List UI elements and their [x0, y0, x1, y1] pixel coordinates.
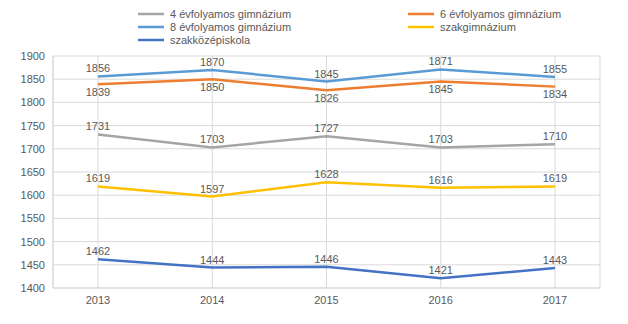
svg-text:1826: 1826: [314, 92, 338, 104]
svg-text:1628: 1628: [314, 168, 338, 180]
svg-text:1703: 1703: [200, 133, 224, 145]
svg-text:1462: 1462: [86, 245, 110, 257]
html-text:szakközépiskola: szakközépiskola: [170, 34, 251, 46]
svg-text:2013: 2013: [86, 294, 110, 306]
svg-text:1871: 1871: [429, 55, 453, 67]
svg-text:1650: 1650: [21, 166, 45, 178]
svg-text:1900: 1900: [21, 50, 45, 62]
svg-text:1850: 1850: [21, 73, 45, 85]
svg-text:1727: 1727: [314, 122, 338, 134]
html-text:4 évfolyamos gimnázium: 4 évfolyamos gimnázium: [170, 8, 292, 20]
svg-text:1550: 1550: [21, 212, 45, 224]
html-text:8 évfolyamos gimnázium: 8 évfolyamos gimnázium: [170, 21, 292, 33]
svg-text:1731: 1731: [86, 120, 110, 132]
svg-text:1750: 1750: [21, 120, 45, 132]
svg-text:1400: 1400: [21, 282, 45, 294]
svg-text:1446: 1446: [314, 253, 338, 265]
svg-text:1450: 1450: [21, 259, 45, 271]
html-text:6 évfolyamos gimnázium: 6 évfolyamos gimnázium: [440, 8, 562, 20]
svg-text:2016: 2016: [429, 294, 453, 306]
svg-text:1800: 1800: [21, 96, 45, 108]
svg-text:1444: 1444: [200, 254, 224, 266]
svg-text:2017: 2017: [543, 294, 567, 306]
svg-text:1834: 1834: [543, 88, 567, 100]
svg-text:1870: 1870: [200, 56, 224, 68]
svg-text:1856: 1856: [86, 62, 110, 74]
svg-text:1700: 1700: [21, 143, 45, 155]
svg-text:1839: 1839: [86, 86, 110, 98]
svg-text:1619: 1619: [86, 172, 110, 184]
svg-text:2014: 2014: [200, 294, 224, 306]
svg-text:1703: 1703: [429, 133, 453, 145]
svg-text:1845: 1845: [429, 83, 453, 95]
svg-text:1710: 1710: [543, 130, 567, 142]
svg-text:1500: 1500: [21, 236, 45, 248]
svg-text:1600: 1600: [21, 189, 45, 201]
svg-text:1619: 1619: [543, 172, 567, 184]
svg-text:1597: 1597: [200, 183, 224, 195]
svg-text:2015: 2015: [314, 294, 338, 306]
svg-text:1443: 1443: [543, 254, 567, 266]
svg-text:1421: 1421: [429, 264, 453, 276]
svg-text:1845: 1845: [314, 68, 338, 80]
html-text:szakgimnázium: szakgimnázium: [440, 21, 516, 33]
svg-text:1850: 1850: [200, 81, 224, 93]
svg-text:1855: 1855: [543, 63, 567, 75]
svg-text:1616: 1616: [429, 174, 453, 186]
